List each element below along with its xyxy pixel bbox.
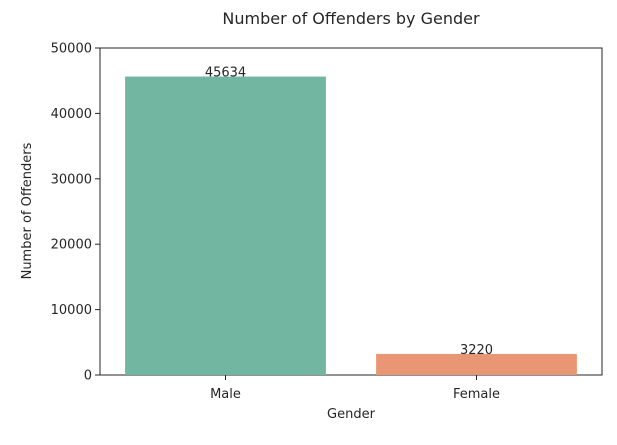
x-tick-label: Female [453,387,500,402]
data-label: 3220 [460,343,493,358]
data-labels-group: 45634 3220 [205,66,493,358]
y-tick-label: 0 [84,369,92,384]
bar-male [125,76,326,375]
y-tick-label: 30000 [51,172,92,187]
y-tick-label: 40000 [51,107,92,122]
bars-group [125,76,577,375]
x-tick-label: Male [210,387,241,402]
y-axis-title: Number of Offenders [20,142,35,279]
y-tick-label: 20000 [51,238,92,253]
y-tick-label: 10000 [51,303,92,318]
bar-female [376,353,577,375]
chart-title: Number of Offenders by Gender [222,9,480,28]
x-axis: Male Female [210,375,500,402]
data-label: 45634 [205,66,246,81]
y-tick-label: 50000 [51,42,92,57]
x-axis-title: Gender [327,407,376,422]
y-axis: 0 10000 20000 30000 40000 50000 [51,42,100,384]
plot-area-frame [99,47,603,376]
